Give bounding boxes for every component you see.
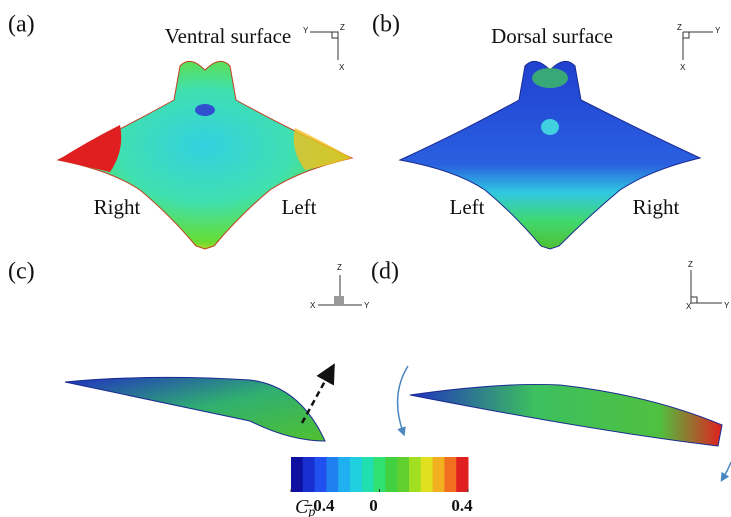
colorbar-symbol: Cp [295, 496, 315, 517]
axis-label: Z [337, 263, 342, 272]
side-label: Right [633, 195, 680, 219]
colorbar-swatch [302, 457, 316, 492]
panel-label: (a) [8, 12, 35, 38]
axis-label: X [686, 302, 692, 311]
axis-label: Y [303, 26, 309, 35]
side-view-d [396, 365, 731, 482]
colorbar-swatch [444, 457, 457, 492]
colorbar: −0.4 0 0.4 [290, 457, 473, 515]
colorbar-tick-label: 0 [369, 496, 378, 515]
axis-label: Z [677, 23, 682, 32]
colorbar-tick-label: −0.4 [304, 496, 335, 515]
colorbar-swatch [291, 457, 304, 492]
colorbar-tick-label: 0.4 [451, 496, 473, 515]
colorbar-swatch [397, 457, 410, 492]
panel-title: Ventral surface [165, 24, 292, 48]
axis-label: X [680, 63, 686, 72]
side-label: Left [450, 195, 485, 219]
panel-label: (b) [372, 12, 400, 38]
colorbar-swatch [432, 457, 445, 492]
colorbar-swatch [373, 457, 386, 492]
colorbar-swatch [338, 457, 351, 492]
axis-label: Y [364, 301, 370, 310]
colorbar-swatch [409, 457, 422, 492]
axis-label: Z [688, 260, 693, 269]
axis-label: Y [724, 301, 730, 310]
panel-title: Dorsal surface [491, 24, 613, 48]
panel-label: (c) [8, 259, 35, 285]
panel-label: (d) [371, 259, 399, 285]
colorbar-swatch [385, 457, 398, 492]
axis-label: X [339, 63, 345, 72]
dorsal-view [398, 60, 702, 250]
colorbar-swatch [361, 457, 375, 492]
axis-label: Y [715, 26, 721, 35]
side-label: Left [282, 195, 317, 219]
colorbar-swatch [314, 457, 327, 492]
colorbar-swatch [456, 457, 469, 492]
colorbar-swatch [326, 457, 339, 492]
axis-label: Z [340, 23, 345, 32]
colorbar-swatch [350, 457, 363, 492]
side-view-c [64, 363, 335, 442]
axis-triads [310, 31, 722, 306]
side-label: Right [94, 195, 141, 219]
colorbar-swatch [420, 457, 434, 492]
ventral-view [56, 60, 354, 250]
axis-label: X [310, 301, 316, 310]
